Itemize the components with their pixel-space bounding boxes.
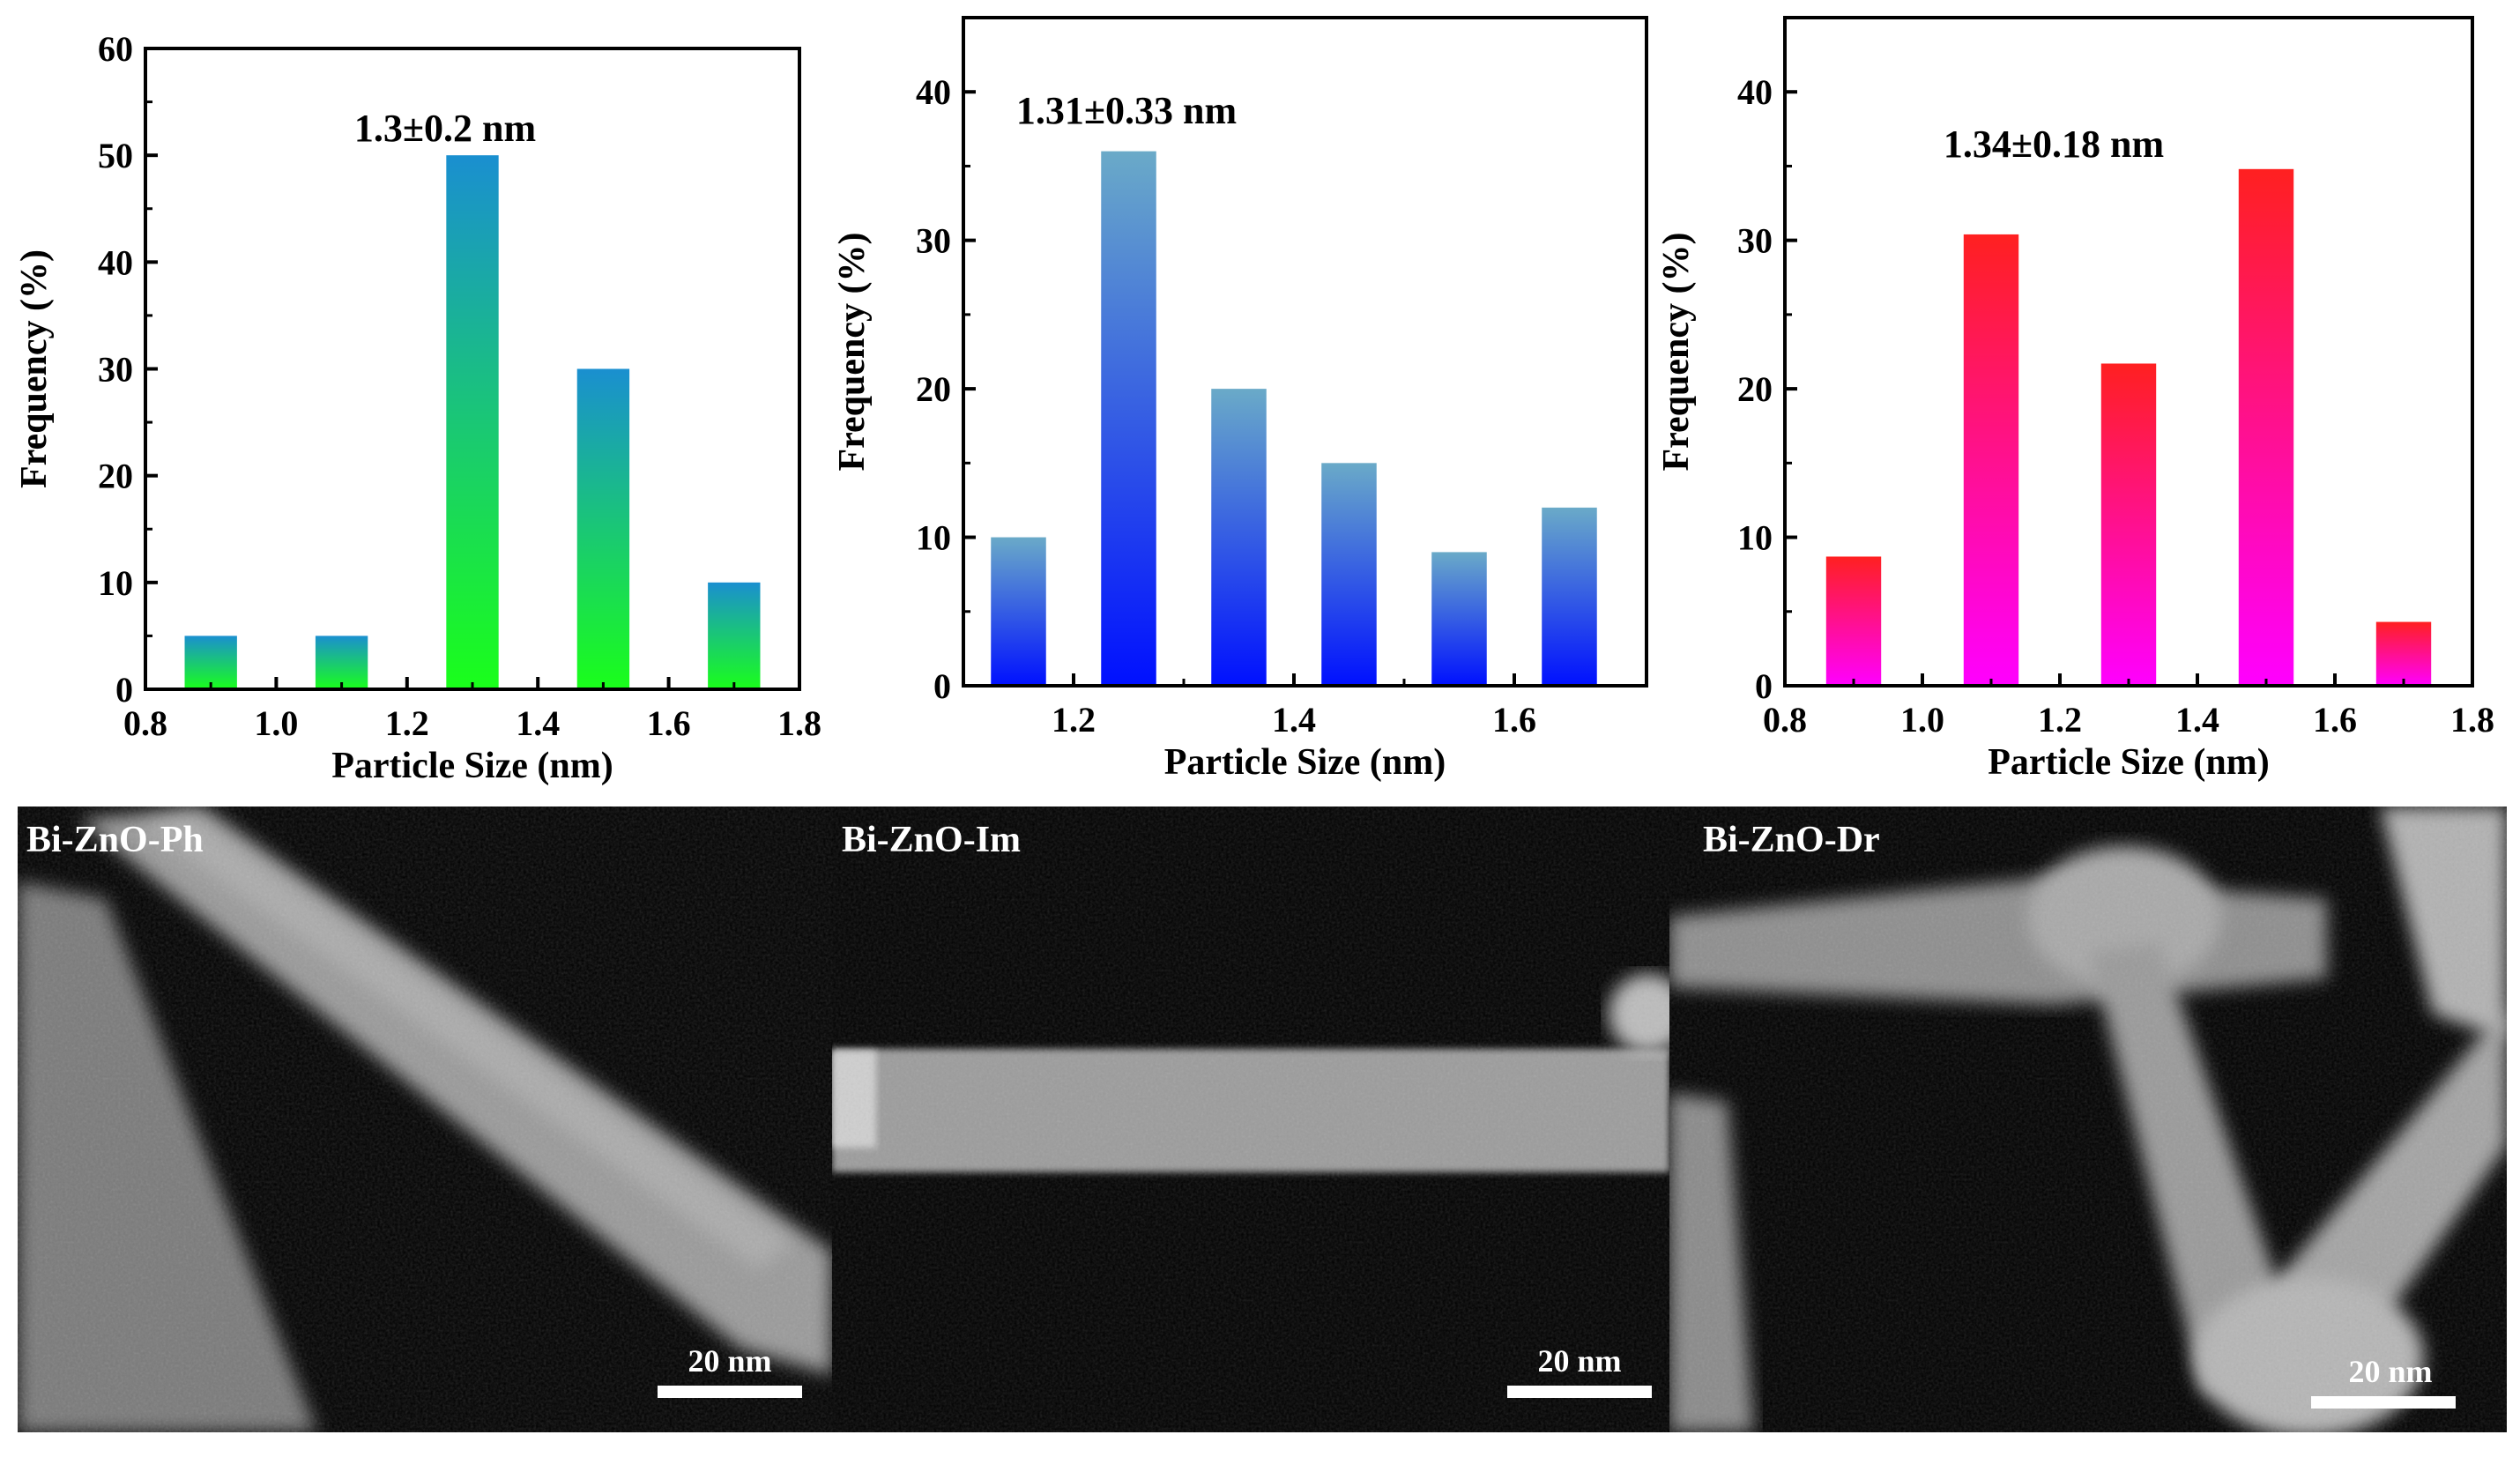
- x-tick-label: 1.6: [2313, 700, 2357, 740]
- scale-bar-ph: [658, 1386, 802, 1398]
- bar: [1101, 151, 1156, 687]
- size-annotation: 1.31±0.33 nm: [1016, 89, 1237, 132]
- y-tick-label: 0: [933, 666, 951, 706]
- y-tick-label: 30: [916, 221, 951, 261]
- histogram-bi-zno-dr: 0 10 20 30 40 0.8 1.0 1.2 1.4 1.6 1.8 Particle Size…: [1656, 16, 2494, 783]
- scale-bar-dr: [2311, 1396, 2456, 1409]
- y-tick-label: 60: [98, 29, 133, 69]
- x-axis-label: Particle Size (nm): [1164, 742, 1446, 783]
- x-tick-label: 1.4: [516, 703, 560, 743]
- bar: [708, 582, 761, 689]
- y-tick-label: 20: [1737, 369, 1773, 409]
- micrograph-grain: [1669, 807, 2507, 1432]
- x-tick-label: 1.4: [2175, 700, 2219, 740]
- x-tick-label: 1.8: [777, 703, 821, 743]
- y-tick-label: 30: [98, 350, 133, 390]
- bar: [1542, 507, 1597, 686]
- y-axis-label: Frequency (%): [14, 249, 55, 488]
- y-tick-label: 20: [98, 457, 133, 496]
- x-tick-label: 0.8: [123, 703, 167, 743]
- y-tick-label: 40: [98, 242, 133, 282]
- micrograph-grain: [832, 807, 1669, 1432]
- x-tick-label: 1.2: [1052, 700, 1096, 740]
- plot-frame: [962, 16, 1648, 688]
- bar: [315, 636, 368, 689]
- scale-bar-label-dr: 20 nm: [2348, 1354, 2432, 1389]
- y-tick-label: 0: [1755, 666, 1773, 706]
- bar: [2100, 363, 2157, 686]
- x-tick-label: 1.4: [1272, 700, 1316, 740]
- x-tick-label: 1.2: [2038, 700, 2082, 740]
- bar: [1825, 556, 1882, 686]
- micrograph-label-dr: Bi-ZnO-Dr: [1703, 820, 1880, 860]
- y-axis-label: Frequency (%): [1656, 232, 1697, 471]
- x-tick-label: 1.6: [1492, 700, 1536, 740]
- micrograph-label-ph: Bi-ZnO-Ph: [26, 820, 204, 860]
- y-tick-label: 20: [916, 369, 951, 409]
- x-tick-label: 1.0: [254, 703, 298, 743]
- bar: [1321, 463, 1377, 686]
- micrograph-bi-zno-ph: [18, 807, 832, 1432]
- size-annotation: 1.3±0.2 nm: [354, 107, 536, 150]
- bar: [2238, 168, 2294, 686]
- scale-bar-im: [1507, 1386, 1652, 1398]
- scale-bar-label-ph: 20 nm: [688, 1343, 771, 1379]
- micrograph-grain: [18, 807, 832, 1432]
- bar: [576, 368, 630, 689]
- x-tick-label: 0.8: [1763, 700, 1807, 740]
- y-tick-label: 0: [115, 670, 133, 710]
- y-tick-label: 10: [1737, 518, 1773, 558]
- histogram-bi-zno-im: 0 10 20 30 40 1.2 1.4 1.6 Particle Size (nm) Freq…: [832, 16, 1648, 783]
- y-tick-label: 30: [1737, 221, 1773, 261]
- y-tick-label: 40: [1737, 72, 1773, 112]
- y-tick-label: 10: [98, 563, 133, 603]
- bar: [2375, 621, 2432, 686]
- x-tick-label: 1.0: [1900, 700, 1944, 740]
- micrograph-bi-zno-im: [832, 807, 1669, 1432]
- micrograph-label-im: Bi-ZnO-Im: [842, 820, 1021, 860]
- bar: [991, 537, 1046, 686]
- scale-bar-label-im: 20 nm: [1537, 1343, 1621, 1379]
- bar: [1431, 552, 1487, 686]
- y-tick-label: 40: [916, 72, 951, 112]
- x-axis-label: Particle Size (nm): [331, 746, 613, 786]
- micrograph-bi-zno-dr: [1669, 807, 2507, 1432]
- bar: [1963, 234, 2019, 686]
- x-tick-label: 1.2: [385, 703, 429, 743]
- histogram-bi-zno-ph: 0 10 20 30 40 50 60 0.8 1.0 1.2 1.4 1.6 1.8 Particle …: [14, 29, 821, 786]
- size-annotation: 1.34±0.18 nm: [1944, 123, 2164, 166]
- x-axis-label: Particle Size (nm): [1988, 742, 2270, 783]
- y-tick-label: 10: [916, 518, 951, 558]
- y-tick-label: 50: [98, 136, 133, 175]
- x-tick-label: 1.8: [2450, 700, 2494, 740]
- y-axis-label: Frequency (%): [832, 232, 873, 471]
- bar: [184, 636, 237, 689]
- bar: [446, 155, 499, 689]
- bar: [1211, 389, 1267, 686]
- x-tick-label: 1.6: [647, 703, 691, 743]
